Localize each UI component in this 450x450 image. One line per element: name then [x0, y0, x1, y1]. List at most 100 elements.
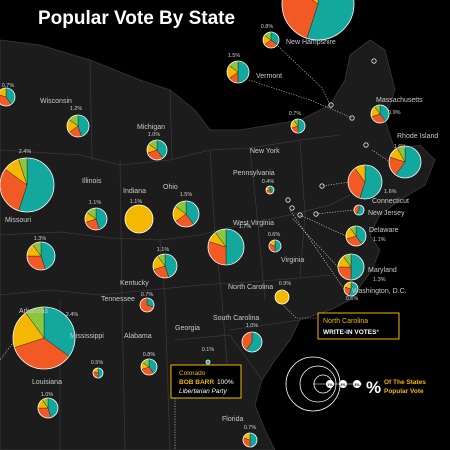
legend-label-3: 3% [354, 383, 360, 387]
leader-ri [371, 149, 391, 163]
pie-outline-west-partial [0, 87, 16, 107]
state-name-south-carolina: South Carolina [213, 315, 259, 322]
state-pct-missouri: 2.4% [19, 149, 32, 155]
legend: 1% 2% 3% % Of The States Popular Vote [285, 356, 426, 412]
legend-line-2: Popular Vote [384, 388, 424, 395]
leader-dc [289, 209, 345, 290]
pie-outline-pennsylvania [265, 185, 275, 195]
pie-virginia: Virginia 0.6% [268, 232, 305, 264]
pie-delaware: Delaware 1.1% [345, 225, 399, 247]
dot-7 [297, 212, 303, 218]
pie-west-partial: 0.7% [0, 83, 16, 107]
state-pct-alabama: 0.8% [143, 352, 156, 358]
border-13 [174, 334, 263, 381]
page-title: Popular Vote By State [38, 8, 235, 29]
state-pct-vermont: 1.5% [228, 53, 241, 59]
colorado-state: Colorado [179, 370, 206, 377]
state-pct-ohio: 1.5% [180, 192, 193, 198]
legend-label-1: 1% [327, 383, 333, 387]
state-name-north-carolina: North Carolina [228, 284, 273, 291]
state-name-missouri: Missouri [5, 217, 32, 224]
state-name-illinois: Illinois [82, 178, 102, 185]
legend-label-2: 2% [340, 383, 346, 387]
pie-arkansas: Arkansas 2.4% [12, 306, 79, 370]
colorado-box [170, 364, 242, 399]
legend-dot-3 [353, 380, 361, 388]
pie-tennessee: 0.7% [139, 292, 155, 313]
pie-outline-tennessee [139, 297, 155, 313]
rhode-island-label: Rhode Island [397, 133, 438, 140]
pie-outline-ohio [172, 200, 200, 228]
state-pct-west-partial: 0.7% [2, 83, 15, 89]
pie-outline-vermont [226, 60, 250, 84]
state-pct-maryland: 1.3% [373, 277, 386, 283]
border-10 [89, 59, 93, 161]
leader-nh [277, 45, 331, 106]
pie-new-hampshire: New Hampshire 0.8% [261, 24, 336, 49]
border-9 [299, 139, 306, 279]
state-pct-washington-dc: 0.6% [346, 296, 359, 302]
pie-outline-louisiana [37, 397, 59, 419]
state-name-arkansas: Arkansas [19, 308, 49, 315]
pie-indiana: Indiana 1.1% [123, 188, 154, 234]
pie-maryland: Maryland 1.3% [337, 253, 397, 283]
state-name-louisiana: Louisiana [32, 379, 62, 386]
pie-outline-michigan [146, 139, 168, 161]
pie-georgia: 0.1% [202, 347, 215, 365]
state-pct-florida: 0.7% [244, 425, 257, 431]
legend-percent-symbol: % [366, 378, 381, 397]
border-12 [229, 319, 301, 331]
state-pct-missouri-east: 1.3% [34, 236, 47, 242]
pie-outline-west-virginia [207, 228, 245, 266]
state-pct-west-virginia: 1.7% [239, 224, 252, 230]
pie-outline-rhode-island [388, 145, 422, 179]
state-pct-delaware: 1.1% [373, 237, 386, 243]
pie-outline-alabama [140, 358, 158, 376]
pie-vermont: Vermont 1.5% [226, 53, 282, 84]
state-pct-pennsylvania: 0.4% [262, 179, 275, 185]
state-name-new-jersey: New Jersey [368, 210, 405, 217]
colorado-party: Libertarian Party [179, 388, 227, 395]
state-name-massachusetts: Massachusetts [376, 97, 423, 104]
florida-label: Florida [222, 416, 244, 423]
leader-dots [285, 58, 377, 218]
state-name-virginia: Virginia [281, 257, 304, 264]
state-name-washington-dc: Washington, D.C. [352, 288, 407, 295]
state-pct-arkansas: 2.4% [66, 312, 79, 318]
pie-outline-kentucky [152, 253, 178, 279]
dot-8 [289, 205, 295, 211]
pie-outline-illinois [84, 207, 108, 231]
state-pct-georgia: 0.1% [202, 347, 215, 353]
pie-slice-indiana-0 [124, 204, 154, 234]
pie-outline-missouri-east [26, 241, 56, 271]
border-11 [169, 89, 173, 161]
pie-new-jersey: New Jersey [353, 204, 405, 217]
state-pct-new-hampshire: 0.8% [261, 24, 274, 30]
pie-slice-north-carolina-0 [274, 289, 290, 305]
pie-outline-maryland [337, 253, 365, 281]
state-pct-louisiana: 1.0% [41, 392, 54, 398]
pie-illinois: Illinois 1.1% [82, 178, 108, 231]
pie-slice-georgia-0 [205, 359, 211, 365]
pie-new-york: New York 0.7% [250, 111, 306, 155]
state-name-alabama: Alabama [124, 333, 152, 340]
georgia-label: Georgia [175, 325, 200, 332]
tennessee-label: Tennessee [101, 296, 135, 303]
leader-nj [315, 209, 355, 215]
border-2 [0, 194, 351, 241]
state-name-mississippi: Mississippi [70, 333, 104, 340]
state-name-kentucky: Kentucky [120, 280, 149, 287]
state-name-connecticut: Connecticut [372, 198, 409, 205]
state-pct-illinois: 1.1% [89, 200, 102, 206]
dot-4 [363, 142, 369, 148]
pie-rhode-island: 1.6% [388, 144, 422, 179]
pie-slice-maine-top-2 [312, 0, 319, 5]
state-name-maryland: Maryland [368, 267, 397, 274]
state-name-wisconsin: Wisconsin [40, 98, 72, 105]
pie-outline-massachusetts [370, 104, 390, 124]
border-3 [0, 274, 331, 296]
